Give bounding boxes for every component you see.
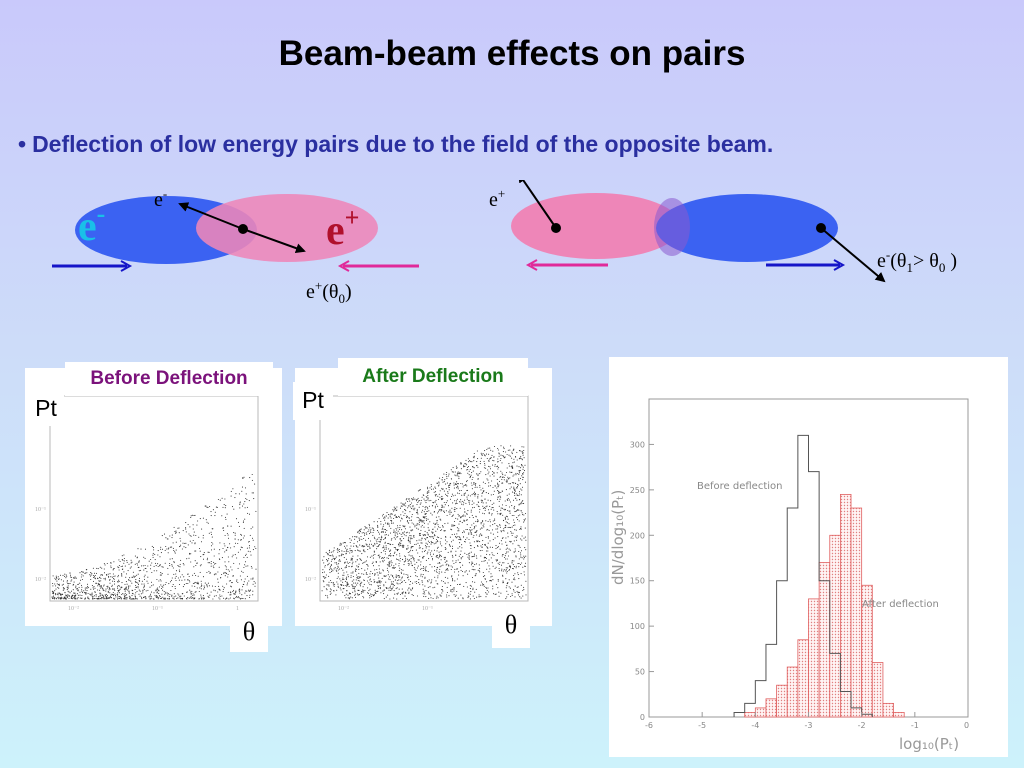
after-bar — [744, 712, 756, 718]
electron-beam-right — [656, 194, 838, 262]
after-bar — [808, 598, 820, 718]
scatter-x-tick: 10⁻¹ — [422, 606, 433, 612]
bullet-label: Deflection of low energy pairs due to th… — [32, 131, 774, 157]
after-bar — [882, 702, 894, 718]
after-bar — [839, 493, 852, 718]
hist-x-tick: -6 — [645, 721, 653, 730]
after-ylabel: Pt — [293, 382, 333, 420]
hist-x-tick: -2 — [858, 721, 866, 730]
hist-y-tick: 0 — [640, 713, 645, 722]
scatter-ticks: 10⁻² 10⁻¹ 10⁻² 10⁻¹ 1 — [35, 507, 239, 612]
scatter-x-tick: 10⁻¹ — [152, 606, 163, 612]
before-ylabel: Pt — [28, 392, 64, 426]
after-bar — [754, 707, 767, 718]
histogram-panel: -6 -5 -4 -3 -2 -1 0 0 50 100 150 200 250 300 dN/dlog₁… — [609, 357, 1008, 757]
scatter-points — [321, 445, 527, 600]
beam-overlap-right — [654, 198, 690, 256]
after-bar — [893, 712, 905, 718]
after-bar — [818, 562, 831, 718]
scatter-after: 10⁻²10⁻¹10⁻²10⁻¹1 — [305, 395, 529, 612]
scatter-before: 10⁻² 10⁻¹ 10⁻² 10⁻¹ 1 — [35, 395, 259, 612]
hist-y-tick: 250 — [630, 486, 645, 495]
histogram: -6 -5 -4 -3 -2 -1 0 0 50 100 150 200 250 300 dN/dlog₁… — [609, 398, 969, 753]
after-bar — [776, 684, 788, 718]
after-xlabel: θ — [492, 602, 530, 648]
scatter-y-tick: 10⁻¹ — [305, 507, 316, 513]
scatter-y-tick: 10⁻² — [305, 577, 316, 583]
scatter-x-tick: 10⁻² — [68, 606, 79, 612]
positron-track-arrow-right — [517, 180, 557, 229]
hist-y-tick: 100 — [630, 622, 645, 631]
positron-label-right: e+ — [489, 186, 505, 211]
scatter-y-tick: 10⁻¹ — [35, 507, 46, 513]
scatter-before-panel: 10⁻² 10⁻¹ 10⁻² 10⁻¹ 1 — [25, 368, 282, 626]
after-bar — [861, 584, 873, 718]
small-electron-label: e- — [154, 186, 167, 211]
hist-x-tick: -3 — [805, 721, 813, 730]
before-xlabel: θ — [230, 612, 268, 652]
scatter-x-tick: 1 — [236, 606, 239, 612]
histogram-xlabel: log₁₀(Pₜ) — [899, 735, 959, 753]
scatter-after-panel: 10⁻²10⁻¹10⁻²10⁻¹1 — [295, 368, 552, 626]
hist-x-tick: -5 — [698, 721, 706, 730]
after-plot-title: After Deflection — [338, 358, 528, 396]
hist-y-tick: 300 — [630, 440, 645, 449]
scatter-points — [51, 473, 257, 600]
hist-y-tick: 50 — [635, 668, 645, 677]
after-bar — [850, 507, 863, 718]
deflection-diagram: e- e+ e- e+(θ0) e+ e-(θ1> θ0 ) — [52, 180, 957, 306]
positron-track-arrow — [242, 228, 306, 253]
after-deflection-label: After deflection — [862, 599, 939, 610]
positron-theta0-label: e+(θ0) — [306, 278, 352, 306]
bullet-dot: • — [18, 131, 27, 157]
positron-beam-right — [511, 193, 681, 259]
before-plot-title: Before Deflection — [65, 362, 273, 396]
hist-y-tick: 200 — [630, 531, 645, 540]
hist-x-tick: -4 — [751, 721, 759, 730]
hist-y-tick: 150 — [630, 577, 645, 586]
after-bar — [765, 698, 777, 718]
scatter-x-tick: 10⁻² — [338, 606, 349, 612]
electron-track-arrow — [178, 202, 244, 230]
big-positron-label: e+ — [326, 203, 359, 254]
hist-x-tick: -1 — [911, 721, 919, 730]
hist-x-tick: 0 — [964, 721, 969, 730]
after-bar — [829, 534, 841, 718]
electron-theta1-label: e-(θ1> θ0 ) — [877, 247, 957, 275]
scatter-y-tick: 10⁻² — [35, 577, 46, 583]
positron-beam-left — [196, 194, 378, 262]
before-histogram-line — [733, 434, 873, 717]
before-deflection-label: Before deflection — [697, 481, 782, 492]
after-bar — [797, 639, 809, 718]
big-electron-label: e- — [78, 199, 105, 250]
after-bar — [871, 662, 884, 718]
slide-title: Beam-beam effects on pairs — [278, 34, 746, 73]
histogram-ylabel: dN/dlog₁₀(Pₜ) — [609, 490, 627, 585]
bullet-text: • Deflection of low energy pairs due to t… — [18, 131, 773, 158]
after-bar — [786, 666, 799, 718]
electron-track-arrow-right — [820, 227, 886, 283]
